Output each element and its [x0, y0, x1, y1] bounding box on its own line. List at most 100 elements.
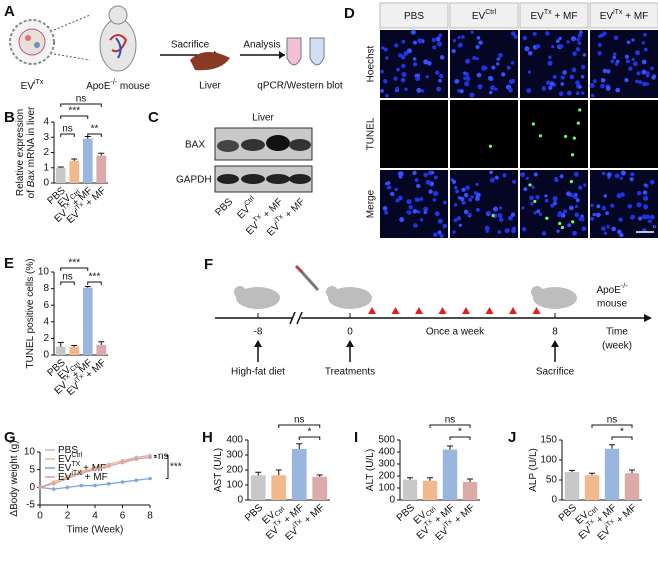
nucleus	[624, 54, 629, 59]
text-part: mRNA in liver	[26, 106, 37, 170]
nucleus	[581, 226, 587, 232]
nucleus	[630, 215, 635, 220]
bar	[250, 475, 266, 500]
nucleus	[401, 71, 407, 78]
nucleus	[433, 190, 439, 197]
nucleus	[399, 217, 405, 223]
error-bar	[275, 469, 282, 476]
nucleus	[562, 70, 567, 75]
bar	[564, 472, 580, 500]
bar	[82, 287, 93, 355]
text-part: + MF	[80, 463, 106, 474]
nucleus	[605, 211, 609, 216]
nucleus	[416, 87, 422, 93]
nucleus	[575, 198, 580, 203]
y-tick-label: 2	[43, 147, 49, 158]
text-part: PBS	[58, 445, 78, 456]
nucleus	[453, 218, 458, 223]
nucleus	[397, 171, 403, 177]
nucleus	[412, 62, 418, 67]
nucleus	[470, 195, 474, 199]
significance-bracket	[87, 133, 102, 137]
point	[134, 457, 139, 461]
text-part: Tx	[253, 213, 264, 224]
nucleus	[489, 85, 495, 91]
nucleus	[535, 195, 540, 200]
nucleus	[520, 172, 526, 177]
nucleus	[619, 232, 624, 238]
nucleus	[431, 37, 436, 42]
nucleus	[386, 181, 391, 185]
nucleus	[465, 185, 470, 191]
nucleus	[620, 192, 625, 197]
apoptotic-cell	[569, 179, 573, 184]
nucleus	[473, 191, 478, 195]
y-axis-label: AST (U/L)	[213, 448, 224, 492]
y-tick-label: 50	[546, 475, 558, 486]
y-tick-label: 100	[540, 455, 557, 466]
nucleus	[511, 226, 517, 231]
y-tick-label: 6	[43, 300, 49, 311]
text-part: EV	[58, 472, 72, 483]
row-label: Merge	[366, 189, 377, 218]
y-tick-label: 400	[226, 435, 243, 446]
apoptotic-cell	[571, 220, 575, 224]
lane-label: PBS	[213, 196, 235, 218]
nucleus	[496, 62, 500, 66]
column-header-bg	[589, 2, 658, 29]
nucleus	[547, 60, 553, 66]
mouse-strain: mouse	[597, 299, 627, 310]
nucleus	[649, 179, 655, 185]
nucleus	[581, 91, 585, 95]
text-part: EV	[21, 81, 35, 92]
text-part: ALP (U/L)	[528, 448, 539, 492]
nucleus	[556, 229, 560, 233]
error-bar	[84, 286, 91, 288]
text-part: ΔBody weight (g)	[9, 440, 20, 516]
y-tick-label: 0	[389, 495, 395, 506]
significance-label: ns	[445, 415, 456, 426]
nucleus	[641, 214, 647, 220]
nucleus	[560, 82, 565, 86]
nucleus	[532, 31, 537, 36]
nucleus	[386, 185, 392, 190]
nucleus	[533, 211, 537, 215]
nucleus	[611, 226, 617, 232]
significance-bracket	[611, 436, 633, 440]
bar	[96, 345, 107, 355]
text-part: + MF	[552, 11, 578, 22]
nucleus	[469, 92, 475, 98]
nucleus	[577, 41, 582, 45]
nucleus	[521, 206, 525, 210]
text-part: -/-	[621, 283, 628, 290]
panel-letter: I	[354, 429, 358, 446]
significance-bracket	[87, 281, 102, 285]
nucleus	[529, 195, 534, 201]
nucleus	[499, 206, 503, 210]
error-bar	[447, 445, 453, 450]
text-part: + MF	[82, 472, 108, 483]
nucleus	[401, 39, 406, 44]
x-tick-label: 6	[120, 511, 126, 522]
nucleus	[384, 210, 389, 215]
nucleus	[645, 74, 650, 78]
bar	[442, 449, 458, 500]
point	[65, 476, 70, 481]
significance-bracket	[60, 267, 89, 271]
x-tick-label: 2	[65, 511, 71, 522]
nucleus	[513, 34, 518, 39]
nucleus	[435, 36, 441, 42]
nucleus	[552, 196, 558, 202]
nucleus	[614, 62, 619, 66]
nucleus	[535, 44, 541, 49]
nucleus	[626, 59, 630, 64]
nucleus	[548, 85, 553, 90]
nucleus	[636, 202, 642, 208]
nucleus	[412, 40, 417, 45]
nucleus	[545, 31, 550, 36]
nucleus	[425, 75, 429, 79]
nucleus	[642, 195, 649, 201]
nucleus	[601, 171, 606, 176]
text-part: Tx	[424, 518, 435, 529]
micrograph	[450, 100, 518, 168]
